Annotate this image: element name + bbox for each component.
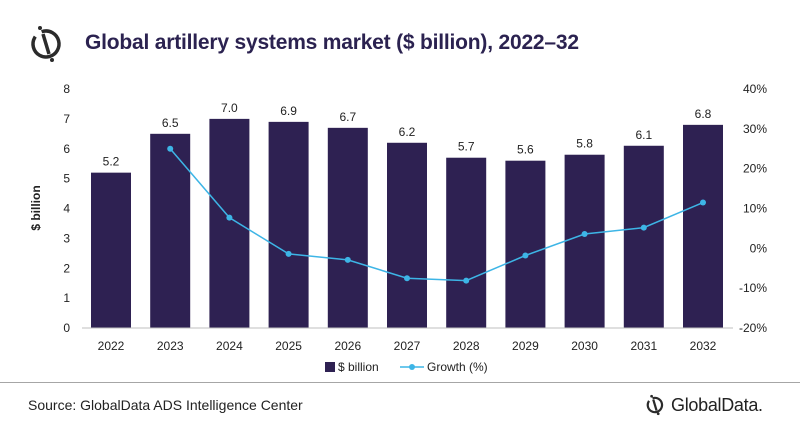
bar-2031 <box>623 145 664 328</box>
bar-label-2027: 6.2 <box>399 125 416 139</box>
x-tick-2031: 2031 <box>630 339 657 353</box>
source-note: Source: GlobalData ADS Intelligence Cent… <box>28 397 303 413</box>
y-tick-4: 4 <box>63 202 70 216</box>
y-tick-6: 6 <box>63 142 70 156</box>
y2-tick: 0% <box>750 241 768 255</box>
bar-2030 <box>564 154 605 328</box>
y-tick-0: 0 <box>63 321 70 335</box>
bar-label-2031: 6.1 <box>635 128 652 142</box>
y-tick-5: 5 <box>63 172 70 186</box>
y-tick-2: 2 <box>63 261 70 275</box>
x-tick-2028: 2028 <box>453 339 480 353</box>
y-tick-8: 8 <box>63 82 70 96</box>
bar-label-2030: 5.8 <box>576 137 593 151</box>
bar-2022 <box>91 172 131 328</box>
growth-point-2025 <box>285 250 292 257</box>
y2-tick: -10% <box>739 281 767 295</box>
bar-2028 <box>446 157 487 328</box>
growth-point-2029 <box>522 252 529 259</box>
y-axis-label: $ billion <box>29 185 43 230</box>
x-tick-2027: 2027 <box>394 339 421 353</box>
bar-label-2022: 5.2 <box>103 155 120 169</box>
growth-point-2030 <box>581 230 588 237</box>
x-tick-2029: 2029 <box>512 339 539 353</box>
growth-point-2032 <box>700 199 706 206</box>
y2-tick: 40% <box>743 82 767 96</box>
x-tick-2032: 2032 <box>690 339 717 353</box>
x-tick-2030: 2030 <box>571 339 598 353</box>
growth-point-2024 <box>226 214 233 221</box>
y-tick-7: 7 <box>63 112 70 126</box>
footer-divider <box>0 382 800 383</box>
bar-2027 <box>387 142 427 328</box>
brand-logo: GlobalData. <box>645 393 763 417</box>
y-tick-1: 1 <box>63 291 70 305</box>
bar-2032 <box>683 124 723 328</box>
bar-label-2024: 7.0 <box>221 101 238 115</box>
y-tick-3: 3 <box>63 231 70 245</box>
y2-tick: 30% <box>743 122 767 136</box>
legend-bar-label: $ billion <box>338 360 379 374</box>
bar-label-2026: 6.7 <box>339 110 356 124</box>
x-tick-2026: 2026 <box>334 339 361 353</box>
y2-tick: 20% <box>743 162 767 176</box>
bar-label-2029: 5.6 <box>517 143 534 157</box>
x-tick-2022: 2022 <box>98 339 125 353</box>
bar-2024 <box>209 118 250 328</box>
chart-title: Global artillery systems market ($ billi… <box>85 31 579 54</box>
bar-2025 <box>268 121 309 328</box>
growth-point-2023 <box>167 145 174 152</box>
y2-tick: 10% <box>743 202 767 216</box>
growth-point-2026 <box>344 256 351 263</box>
globaldata-logo-icon <box>646 394 664 416</box>
x-tick-2025: 2025 <box>275 339 302 353</box>
growth-point-2027 <box>404 275 410 282</box>
bar-2023 <box>150 133 191 328</box>
legend-line-label: Growth (%) <box>427 360 488 374</box>
bar-label-2023: 6.5 <box>162 116 179 130</box>
x-tick-2024: 2024 <box>216 339 243 353</box>
bar-2026 <box>327 127 368 329</box>
legend-line-marker <box>409 364 415 370</box>
bar-label-2025: 6.9 <box>280 104 297 118</box>
globaldata-logo-icon <box>28 24 68 69</box>
growth-point-2031 <box>640 224 647 231</box>
bar-2029 <box>505 160 546 328</box>
growth-line <box>169 148 704 282</box>
legend-bar-swatch <box>325 362 335 372</box>
x-tick-2023: 2023 <box>157 339 184 353</box>
brand-name: GlobalData. <box>671 394 763 415</box>
bar-label-2032: 6.8 <box>695 107 712 121</box>
bar-label-2028: 5.7 <box>458 140 475 154</box>
y2-tick: -20% <box>739 321 767 335</box>
growth-point-2028 <box>463 277 470 284</box>
